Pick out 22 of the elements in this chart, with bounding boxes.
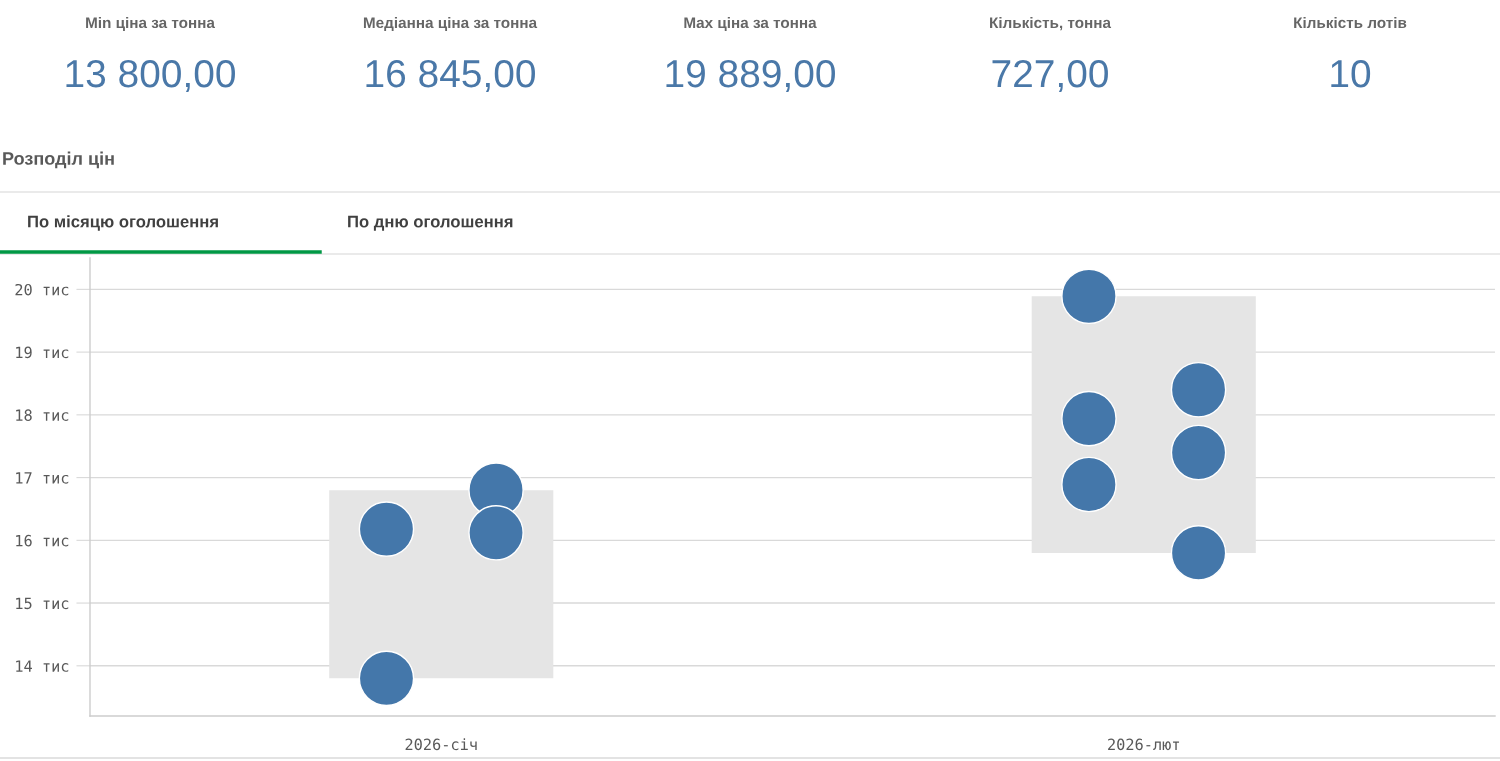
text: Кількість лотів (1294, 16, 1407, 29)
text: 16 845,00 (366, 59, 535, 93)
chart-title: Розподіл цін (3, 151, 114, 169)
text: 13 800,00 (66, 59, 235, 93)
text: Max ціна за тонна (684, 16, 817, 31)
text: Min ціна за тонна (86, 16, 216, 31)
text: Кількість, тонна (990, 16, 1112, 31)
text: По дню оголошення (348, 215, 513, 231)
text: Медіанна ціна за тонна (363, 16, 538, 31)
text: 727,00 (992, 59, 1108, 93)
y-tick-label: 15 тис (16, 597, 69, 610)
y-tick-label: 14 тис (16, 660, 69, 672)
y-tick-label: 20 тис (15, 283, 69, 296)
text: 10 (1331, 59, 1371, 88)
text: По місяцю оголошення (28, 215, 218, 231)
x-tick-label: 2026-лют (1108, 738, 1180, 751)
y-tick-label: 17 тис (16, 472, 69, 484)
y-tick-label: 19 тис (16, 346, 69, 359)
y-tick-label: 16 тис (16, 534, 69, 547)
x-tick-label: 2026-січ (405, 738, 477, 751)
y-tick-label: 18 тис (16, 409, 69, 421)
text: 19 889,00 (666, 59, 835, 93)
